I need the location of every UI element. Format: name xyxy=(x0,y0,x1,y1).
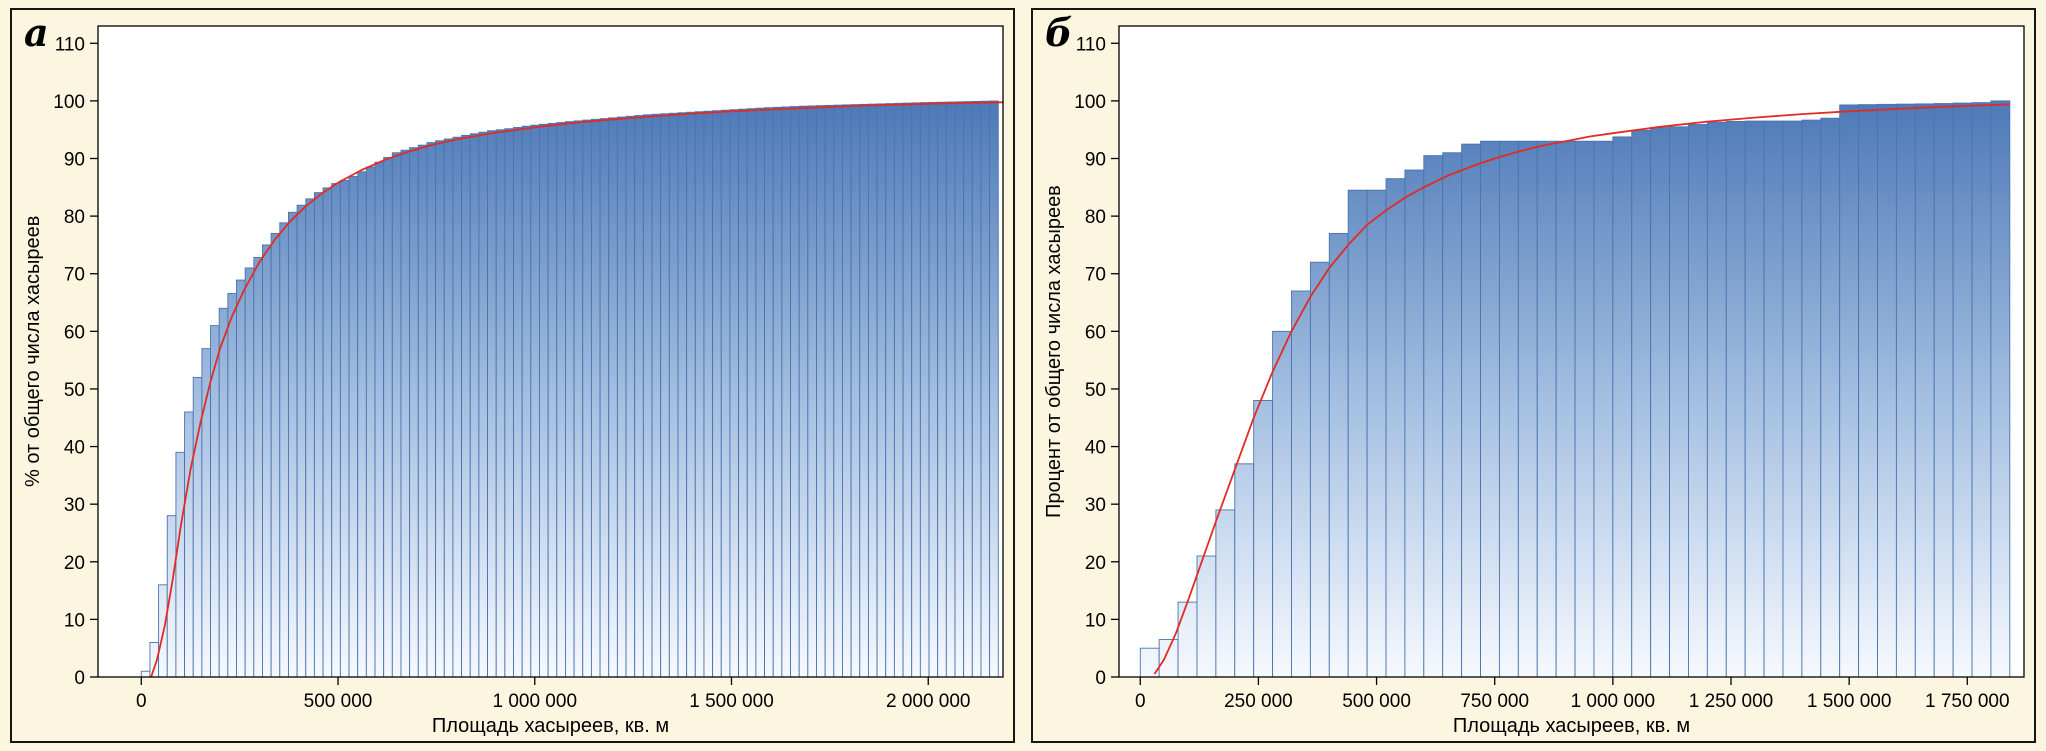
svg-text:1 250 000: 1 250 000 xyxy=(1689,691,1774,712)
svg-text:0: 0 xyxy=(136,691,147,712)
svg-text:50: 50 xyxy=(64,380,85,401)
svg-text:0: 0 xyxy=(74,668,85,689)
panel-a-cumulative-histogram: 0 10 20 30 40 50 60 70 80 90 100 110 0 500 000 1 000 0… xyxy=(53,25,1004,712)
panel-b: б Процент от общего числа хасыреев 0 10 20… xyxy=(1031,8,2036,743)
svg-text:60: 60 xyxy=(64,322,85,343)
panel-a-x-axis-title: Площадь хасыреев, кв. м xyxy=(431,715,670,737)
svg-text:750 000: 750 000 xyxy=(1460,691,1529,712)
svg-text:1 750 000: 1 750 000 xyxy=(1925,691,2010,712)
svg-text:0: 0 xyxy=(1095,668,1106,689)
svg-text:0: 0 xyxy=(1135,691,1146,712)
svg-text:2 000 000: 2 000 000 xyxy=(886,691,971,712)
svg-text:60: 60 xyxy=(1085,322,1106,343)
panel-b-letter: б xyxy=(1045,10,1073,55)
svg-text:110: 110 xyxy=(55,34,85,55)
svg-text:80: 80 xyxy=(64,207,85,228)
svg-text:10: 10 xyxy=(1085,610,1106,631)
svg-text:80: 80 xyxy=(1085,207,1106,228)
svg-text:30: 30 xyxy=(64,495,85,516)
panel-a-letter: а xyxy=(24,10,49,55)
panel-b-x-axis-title: Площадь хасыреев, кв. м xyxy=(1452,715,1691,737)
svg-text:1 000 000: 1 000 000 xyxy=(1571,691,1656,712)
panel-b-y-axis-title: Процент от общего числа хасыреев xyxy=(1043,185,1065,518)
panel-a-y-axis-title: % от общего числа хасыреев xyxy=(22,215,44,488)
svg-text:40: 40 xyxy=(1085,438,1106,459)
svg-text:90: 90 xyxy=(1085,150,1106,171)
svg-text:100: 100 xyxy=(53,92,85,113)
svg-text:250 000: 250 000 xyxy=(1224,691,1293,712)
svg-text:500 000: 500 000 xyxy=(1342,691,1411,712)
svg-text:30: 30 xyxy=(1085,495,1106,516)
svg-text:70: 70 xyxy=(64,265,85,286)
svg-text:1 000 000: 1 000 000 xyxy=(492,691,577,712)
svg-text:90: 90 xyxy=(64,150,85,171)
svg-text:10: 10 xyxy=(64,610,85,631)
svg-text:1 500 000: 1 500 000 xyxy=(1807,691,1892,712)
panel-a: а % от общего числа хасыреев 0 10 20 30 40 50… xyxy=(10,8,1015,743)
svg-text:100: 100 xyxy=(1074,92,1106,113)
panel-b-cumulative-histogram: 0 10 20 30 40 50 60 70 80 90 100 110 0 250 000 500 000… xyxy=(1074,25,2025,712)
svg-text:20: 20 xyxy=(1085,553,1106,574)
svg-text:40: 40 xyxy=(64,438,85,459)
svg-text:20: 20 xyxy=(64,553,85,574)
svg-text:70: 70 xyxy=(1085,265,1106,286)
svg-text:110: 110 xyxy=(1076,34,1106,55)
svg-text:50: 50 xyxy=(1085,380,1106,401)
svg-text:500 000: 500 000 xyxy=(304,691,373,712)
svg-text:1 500 000: 1 500 000 xyxy=(689,691,774,712)
